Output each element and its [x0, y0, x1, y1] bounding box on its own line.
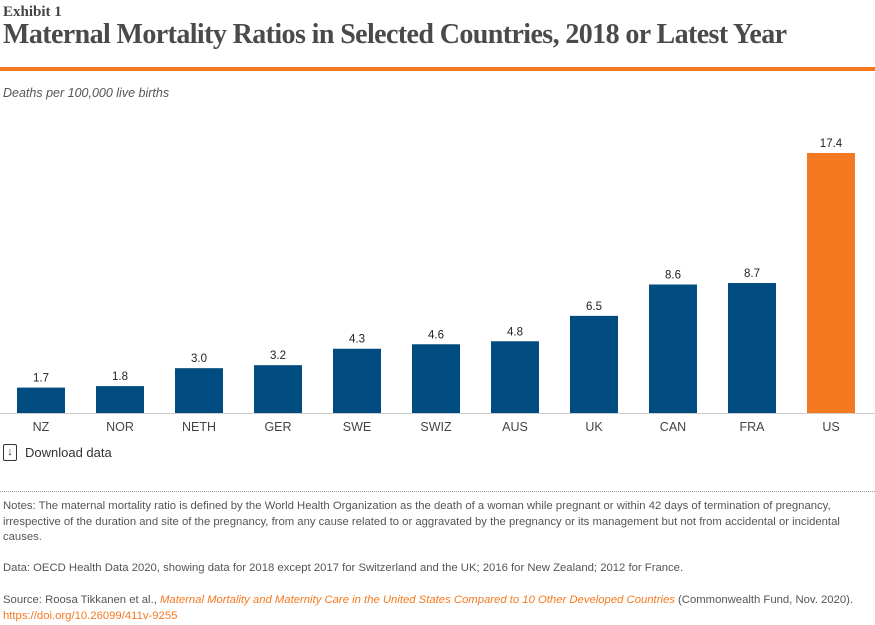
- bar-swe[interactable]: [333, 348, 381, 413]
- divider: [0, 491, 875, 492]
- source-title-link[interactable]: Maternal Mortality and Maternity Care in…: [160, 594, 675, 606]
- data-label: 17.4: [820, 138, 843, 150]
- notes-text: Notes: The maternal mortality ratio is d…: [3, 500, 840, 543]
- data-label: 6.5: [586, 301, 602, 313]
- data-text: Data: OECD Health Data 2020, showing dat…: [3, 562, 684, 574]
- data-label: 8.6: [665, 269, 681, 281]
- x-tick-label: SWE: [343, 420, 371, 434]
- download-label: Download data: [25, 445, 112, 460]
- title-rule: [0, 67, 875, 71]
- bar-us[interactable]: [807, 153, 855, 413]
- x-tick-label: UK: [585, 420, 603, 434]
- source-prefix: Source: Roosa Tikkanen et al.,: [3, 594, 160, 606]
- x-tick-label: AUS: [502, 420, 528, 434]
- source-suffix: (Commonwealth Fund, Nov. 2020).: [674, 594, 854, 606]
- bar-ger[interactable]: [254, 365, 302, 413]
- data-label: 3.2: [270, 350, 286, 362]
- x-tick-label: NZ: [33, 420, 50, 434]
- x-tick-label: GER: [264, 420, 291, 434]
- data-label: 4.8: [507, 326, 523, 338]
- download-data-button[interactable]: ↓ Download data: [3, 444, 112, 461]
- x-tick-label: FRA: [740, 420, 766, 434]
- data-label: 4.6: [428, 329, 444, 341]
- data-label: 4.3: [349, 334, 365, 346]
- chart-title: Maternal Mortality Ratios in Selected Co…: [3, 19, 787, 50]
- download-icon: ↓: [3, 444, 17, 461]
- bar-swiz[interactable]: [412, 344, 460, 413]
- data-label: 8.7: [744, 268, 760, 280]
- bar-can[interactable]: [649, 284, 697, 413]
- data-label: 1.7: [33, 373, 49, 385]
- source-text: Source: Roosa Tikkanen et al., Maternal …: [3, 593, 863, 624]
- x-tick-label: NOR: [106, 420, 134, 434]
- bar-chart: 1.7 NZ 1.8 NOR 3.0 NETH 3.2 GER 4.3 SWE 4.6 SWIZ 4.8…: [0, 138, 875, 434]
- data-label: 3.0: [191, 353, 207, 365]
- bar-fra[interactable]: [728, 283, 776, 413]
- exhibit-label: Exhibit 1: [3, 4, 62, 20]
- bar-nor[interactable]: [96, 386, 144, 413]
- data-label: 1.8: [112, 371, 128, 383]
- doi-link[interactable]: https://doi.org/10.26099/411v-9255: [3, 609, 178, 622]
- x-tick-label: NETH: [182, 420, 216, 434]
- bar-aus[interactable]: [491, 341, 539, 413]
- x-tick-label: US: [822, 420, 839, 434]
- x-tick-label: CAN: [660, 420, 686, 434]
- bar-uk[interactable]: [570, 315, 618, 413]
- bar-neth[interactable]: [175, 368, 223, 413]
- bar-nz[interactable]: [17, 387, 65, 413]
- y-axis-label: Deaths per 100,000 live births: [3, 86, 170, 100]
- x-tick-label: SWIZ: [420, 420, 452, 434]
